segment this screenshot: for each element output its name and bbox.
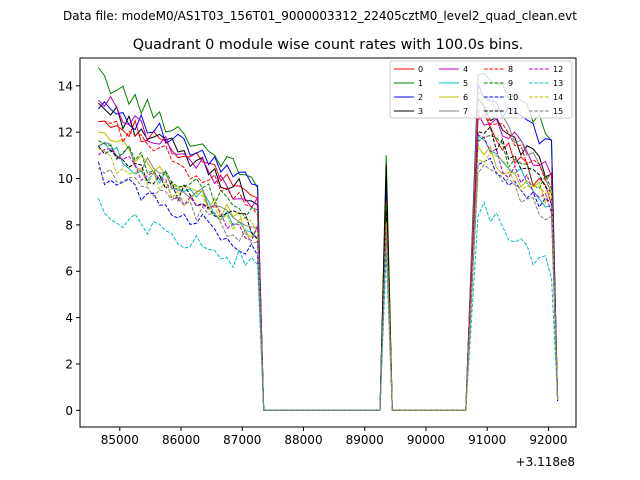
series-layer <box>97 67 559 411</box>
legend-label-13: 13 <box>553 79 563 88</box>
x-tick-label: 89000 <box>346 433 384 447</box>
legend-label-7: 7 <box>463 107 468 116</box>
x-axis: 85000 86000 87000 88000 89000 90000 91000 92000 <box>101 427 568 447</box>
series-line-0 <box>98 113 559 411</box>
series-line-14 <box>98 148 559 411</box>
y-tick-label: 2 <box>65 357 73 371</box>
plot-frame <box>79 57 577 428</box>
x-tick-label: 88000 <box>284 433 322 447</box>
legend-label-4: 4 <box>463 65 468 74</box>
y-tick-label: 0 <box>65 404 73 418</box>
legend-label-10: 10 <box>508 93 518 102</box>
legend-label-8: 8 <box>508 65 513 74</box>
series-line-10 <box>97 157 559 411</box>
chart-suptitle: Data file: modeM0/AS1T03_156T01_90000033… <box>63 9 577 23</box>
legend-label-6: 6 <box>463 93 468 102</box>
y-tick-label: 12 <box>58 126 73 140</box>
legend-label-5: 5 <box>463 79 468 88</box>
series-line-8 <box>98 109 559 411</box>
legend-label-0: 0 <box>418 65 423 74</box>
legend-label-15: 15 <box>553 107 563 116</box>
series-line-15 <box>98 164 559 411</box>
y-tick-label: 4 <box>65 311 73 325</box>
series-line-1 <box>98 67 559 411</box>
series-line-3 <box>98 97 559 411</box>
y-tick-label: 8 <box>65 218 73 232</box>
x-tick-label: 87000 <box>223 433 261 447</box>
y-tick-label: 10 <box>58 172 73 186</box>
x-tick-label: 90000 <box>407 433 445 447</box>
chart-title: Quadrant 0 module wise count rates with … <box>133 37 524 53</box>
legend-label-11: 11 <box>508 107 518 116</box>
legend-label-14: 14 <box>553 93 563 102</box>
series-line-2 <box>98 83 559 411</box>
x-axis-offset-label: +3.118e8 <box>516 455 575 469</box>
legend-label-1: 1 <box>418 79 423 88</box>
series-line-13 <box>97 198 559 411</box>
legend-frame <box>389 60 573 119</box>
x-tick-label: 86000 <box>162 433 200 447</box>
y-tick-label: 14 <box>58 79 73 93</box>
x-tick-label: 91000 <box>468 433 506 447</box>
legend-label-9: 9 <box>508 79 513 88</box>
legend-label-3: 3 <box>418 107 423 116</box>
legend-label-2: 2 <box>418 93 423 102</box>
y-axis: 0 2 4 6 8 10 12 14 <box>58 79 80 418</box>
y-tick-label: 6 <box>65 265 73 279</box>
legend-label-12: 12 <box>553 65 563 74</box>
series-line-11 <box>98 125 559 411</box>
x-tick-label: 85000 <box>101 433 139 447</box>
x-tick-label: 92000 <box>529 433 567 447</box>
